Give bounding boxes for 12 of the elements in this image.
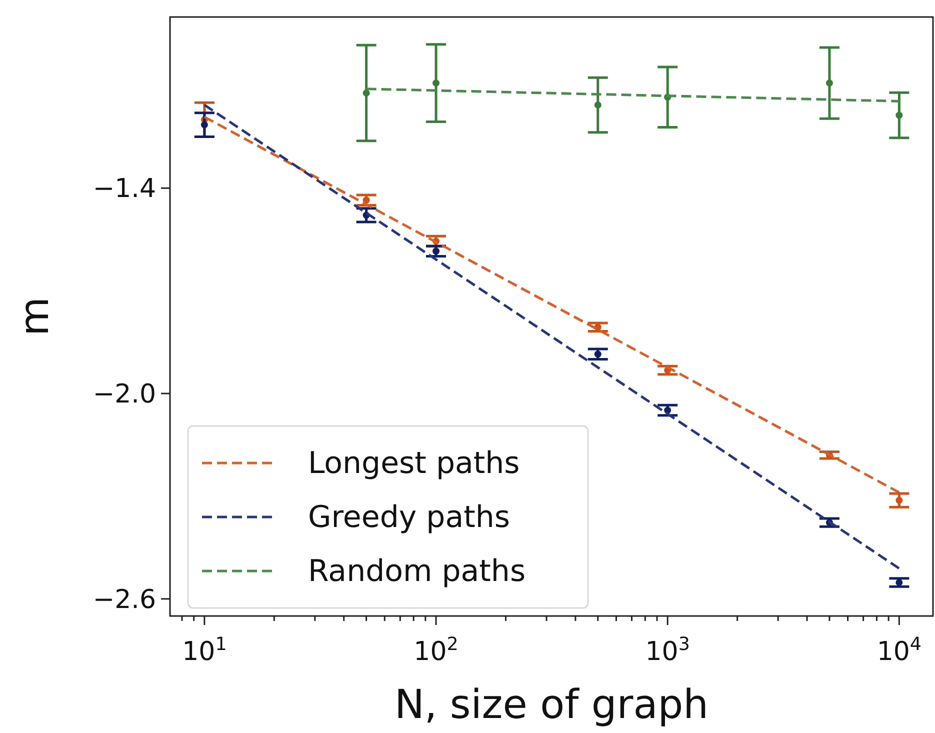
y-tick-label: −2.0 <box>92 380 156 410</box>
x-tick-label: 10$^{1}$ <box>182 634 227 667</box>
y-tick-label: −2.6 <box>92 584 156 615</box>
legend-label: Random paths <box>308 554 526 589</box>
x-axis-title: N, size of graph <box>394 682 708 728</box>
y-tick-label: −1.4 <box>92 174 156 204</box>
y-axis-title: m <box>12 297 58 336</box>
legend-label: Longest paths <box>308 446 520 481</box>
x-tick-label: 10$^{3}$ <box>645 634 690 667</box>
legend-label: Greedy paths <box>308 500 510 535</box>
x-tick-label: 10$^{2}$ <box>414 634 458 667</box>
x-tick-label: 10$^{4}$ <box>876 634 922 667</box>
